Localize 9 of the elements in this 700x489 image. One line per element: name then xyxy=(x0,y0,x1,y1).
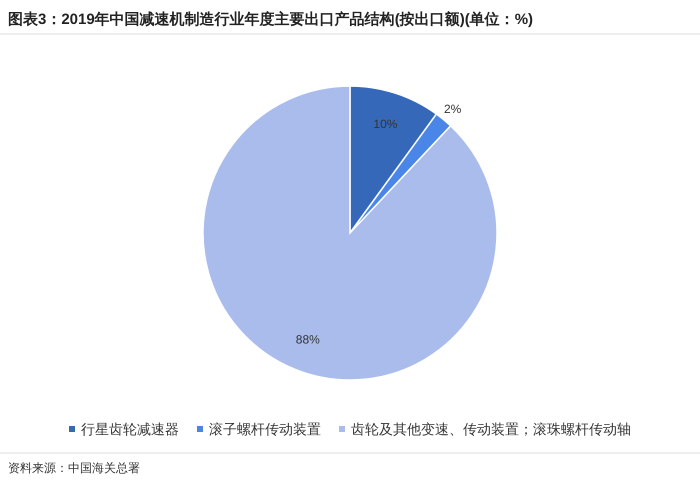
legend-label: 齿轮及其他变速、传动装置；滚珠螺杆传动轴 xyxy=(351,421,631,437)
data-label: 2% xyxy=(444,102,462,116)
legend-label: 行星齿轮减速器 xyxy=(81,421,179,437)
data-label: 10% xyxy=(373,116,398,131)
pie-slice xyxy=(202,85,498,381)
chart-title: 图表3：2019年中国减速机制造行业年度主要出口产品结构(按出口额)(单位：%) xyxy=(8,10,534,28)
legend-label: 滚子螺杆传动装置 xyxy=(209,421,321,437)
text: 资料来源：中国海关总署 xyxy=(8,461,140,475)
data-label: 88% xyxy=(296,332,320,347)
